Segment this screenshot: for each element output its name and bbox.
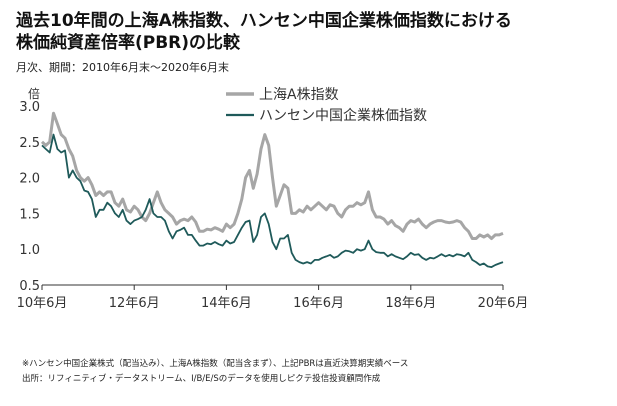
- title-line-1: 過去10年間の上海A株指数、ハンセン中国企業株価指数における: [16, 11, 512, 31]
- x-tick-label: 18年6月: [385, 296, 436, 311]
- chart-subtitle: 月次、期間：2010年6月末～2020年6月末: [16, 61, 229, 74]
- axes-group: 0.5 1.0 1.5 2.0 2.5 3.0倍 10年6月 12年6月 14年6月 16年6月 1…: [17, 86, 529, 311]
- series-group: [40, 111, 504, 268]
- y-tick-label: 3.0: [19, 100, 40, 115]
- y-tick-label: 1.0: [19, 243, 40, 258]
- x-tick-label: 10年6月: [17, 296, 68, 311]
- legend-label: 上海A株指数: [259, 87, 339, 103]
- y-axis-unit-label: 倍: [28, 86, 40, 101]
- legend-label: ハンセン中国企業株価指数: [259, 107, 427, 124]
- y-tick-label: 2.5: [19, 136, 40, 151]
- y-tick-label: 0.5: [19, 279, 40, 294]
- x-tick-label: 12年6月: [109, 296, 160, 311]
- chart-title: 過去10年間の上海A株指数、ハンセン中国企業株価指数における 株価純資産倍率(P…: [16, 10, 606, 54]
- y-tick-label: 1.5: [19, 207, 40, 222]
- x-tick-label: 16年6月: [293, 296, 344, 311]
- footnote-data-source: 出所：リフィニティブ・データストリーム、I/B/E/Sのデータを使用しピクテ投信…: [22, 374, 381, 384]
- title-line-2: 株価純資産倍率(PBR)の比較: [16, 33, 241, 53]
- series-line-shanghai-a: [40, 111, 504, 240]
- series-line-hang-seng-china-enterprises: [41, 133, 504, 268]
- footnote-source-basis: ※ハンセン中国企業株式（配当込み）、上海A株指数（配当含まず）、上記PBRは直近…: [22, 359, 409, 369]
- x-tick-label: 20年6月: [478, 296, 529, 311]
- pbr-line-chart: 0.5 1.0 1.5 2.0 2.5 3.0倍 10年6月 12年6月 14年6月 16年6月 1…: [17, 86, 529, 311]
- legend-item-hang-seng-china-enterprises: ハンセン中国企業株価指数: [226, 107, 427, 124]
- x-tick-label: 14年6月: [201, 296, 252, 311]
- y-tick-label: 2.0: [19, 172, 40, 187]
- legend-item-shanghai-a: 上海A株指数: [226, 87, 339, 103]
